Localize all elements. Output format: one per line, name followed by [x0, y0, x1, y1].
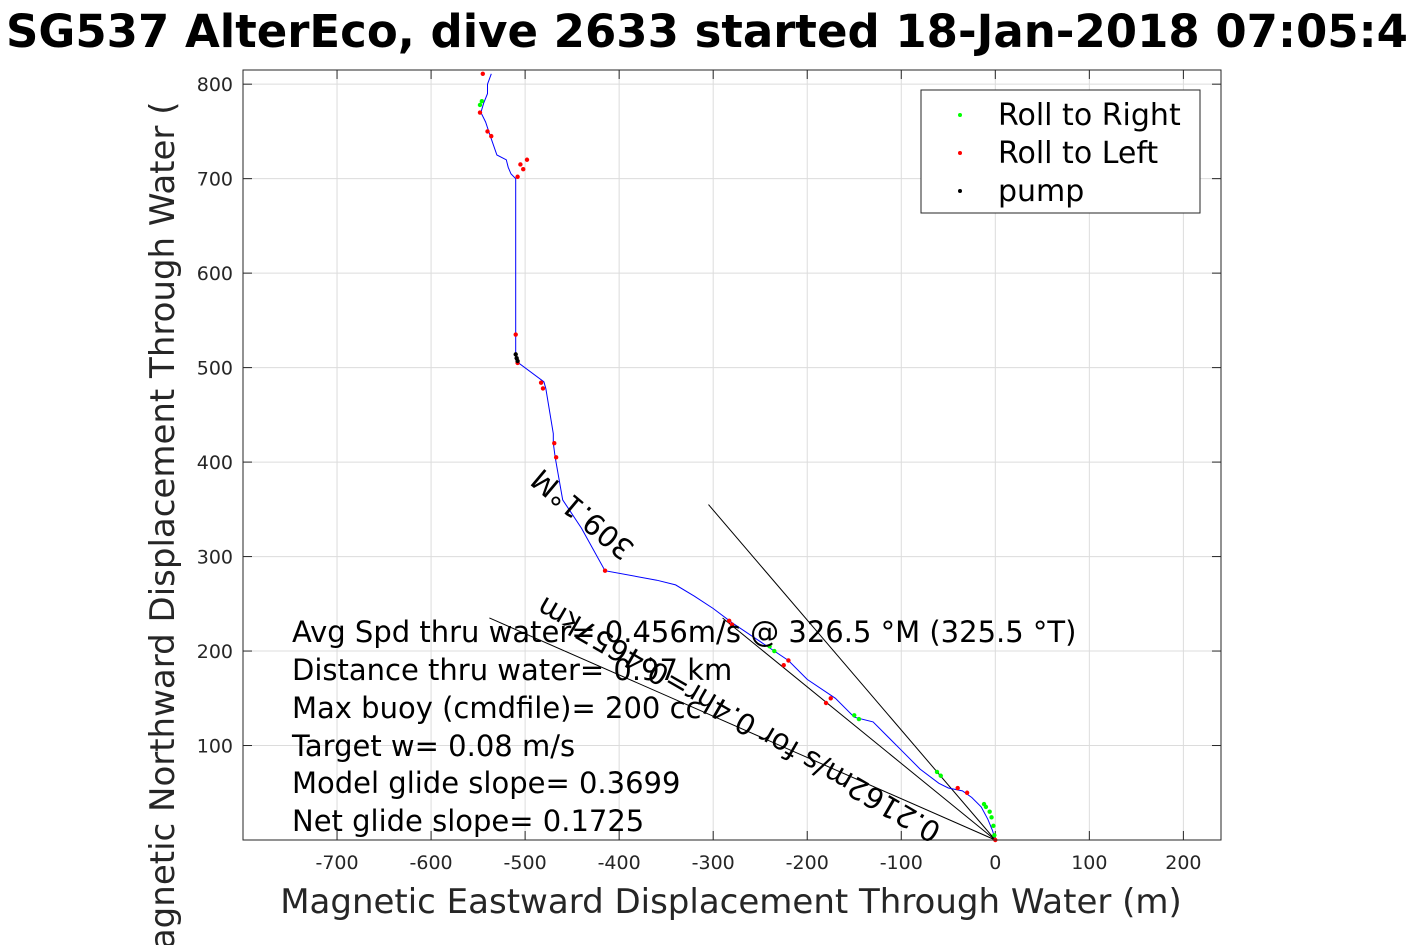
annotation-distance: Distance thru water= 0.97 km	[292, 653, 732, 687]
roll-left-point	[553, 455, 559, 460]
annotation-model-glide: Model glide slope= 0.3699	[292, 766, 680, 800]
roll-right-point	[989, 815, 994, 820]
legend-label-roll-right: Roll to Right	[998, 98, 1181, 133]
pump-point	[513, 352, 518, 357]
rotated-label-heading: 309.1°M	[525, 462, 641, 567]
roll-left-point	[955, 785, 960, 791]
marker-layer	[477, 71, 998, 843]
roll-left-point	[964, 790, 970, 795]
annotation-net-glide: Net glide slope= 0.1725	[292, 804, 644, 838]
legend-label-pump: pump	[998, 174, 1084, 209]
roll-right-point	[856, 716, 862, 722]
roll-left-point	[513, 332, 518, 337]
x-tick-label: -300	[692, 852, 735, 874]
reference-line	[722, 617, 996, 841]
roll-left-point	[518, 162, 523, 167]
roll-right-point	[992, 833, 997, 838]
y-tick-label: 700	[197, 169, 233, 191]
roll-left-point	[823, 700, 829, 706]
roll-left-point	[489, 133, 494, 139]
chart-title: SG537 AlterEco, dive 2633 started 18-Jan…	[6, 5, 1408, 58]
plot-frame	[242, 69, 1222, 841]
track-layer	[480, 73, 996, 841]
roll-left-point	[552, 440, 557, 446]
x-tick-label: -600	[410, 852, 453, 874]
legend-marker-roll-right	[958, 113, 962, 117]
annotation-max-buoy: Max buoy (cmdfile)= 200 cc	[292, 691, 701, 725]
roll-left-point	[521, 167, 526, 172]
reference-line	[708, 504, 996, 841]
grid-lines	[243, 70, 1221, 840]
y-axis-label: Magnetic Northward Displacement Through …	[143, 102, 183, 945]
y-tick-label: 200	[197, 641, 233, 663]
legend: Roll to Right Roll to Left pump	[920, 89, 1201, 214]
roll-left-point	[538, 380, 544, 385]
y-tick-label: 600	[197, 263, 233, 285]
roll-right-point	[991, 823, 996, 829]
roll-left-point	[602, 568, 608, 573]
roll-left-point	[480, 71, 485, 76]
y-tick-label: 800	[197, 74, 233, 96]
reference-lines	[489, 504, 996, 841]
x-tick-label: 200	[1165, 852, 1201, 874]
reference-line	[489, 617, 996, 841]
x-tick-label: 0	[989, 852, 1001, 874]
roll-right-point	[981, 801, 987, 807]
roll-left-point	[828, 696, 833, 701]
y-tick-labels: 100 200 300 400 500 600 700 800	[197, 74, 233, 757]
y-tick-label: 300	[197, 547, 233, 569]
dive-track-line	[480, 73, 996, 841]
x-tick-label: -700	[315, 852, 358, 874]
roll-right-point	[938, 773, 943, 778]
x-tick-label: -400	[598, 852, 641, 874]
roll-left-point	[477, 110, 483, 115]
annotation-target-w: Target w= 0.08 m/s	[291, 729, 575, 763]
legend-box	[920, 89, 1201, 214]
y-tick-label: 100	[197, 736, 233, 758]
roll-left-point	[515, 174, 520, 179]
annotation-avg-speed: Avg Spd thru water= 0.456m/s @ 326.5 °M …	[292, 615, 1076, 649]
roll-left-point	[524, 157, 530, 162]
roll-right-point	[852, 713, 857, 718]
x-tick-labels: -700 -600 -500 -400 -300 -200 -100 0 100 200	[315, 852, 1201, 874]
roll-right-point	[767, 644, 772, 649]
y-tick-label: 400	[197, 452, 233, 474]
legend-marker-roll-left	[958, 151, 962, 155]
roll-right-point	[477, 102, 483, 108]
x-tick-label: -100	[880, 852, 923, 874]
x-tick-label: -500	[504, 852, 547, 874]
legend-marker-pump	[958, 189, 962, 193]
pump-point	[514, 355, 519, 361]
roll-right-point	[987, 809, 992, 814]
roll-left-point	[726, 618, 732, 624]
y-tick-label: 500	[197, 358, 233, 380]
x-axis-label: Magnetic Eastward Displacement Through W…	[280, 882, 1182, 922]
x-tick-label: 100	[1071, 852, 1107, 874]
roll-left-point	[781, 663, 786, 668]
roll-left-point	[786, 658, 791, 663]
roll-right-point	[479, 98, 485, 104]
roll-left-point	[485, 129, 490, 134]
roll-left-point	[729, 622, 735, 627]
x-tick-label: -200	[786, 852, 829, 874]
legend-label-roll-left: Roll to Left	[998, 136, 1158, 171]
roll-right-point	[934, 769, 940, 775]
roll-right-point	[772, 648, 777, 654]
roll-left-point	[540, 386, 546, 391]
annotation-block: Avg Spd thru water= 0.456m/s @ 326.5 °M …	[291, 615, 1076, 838]
